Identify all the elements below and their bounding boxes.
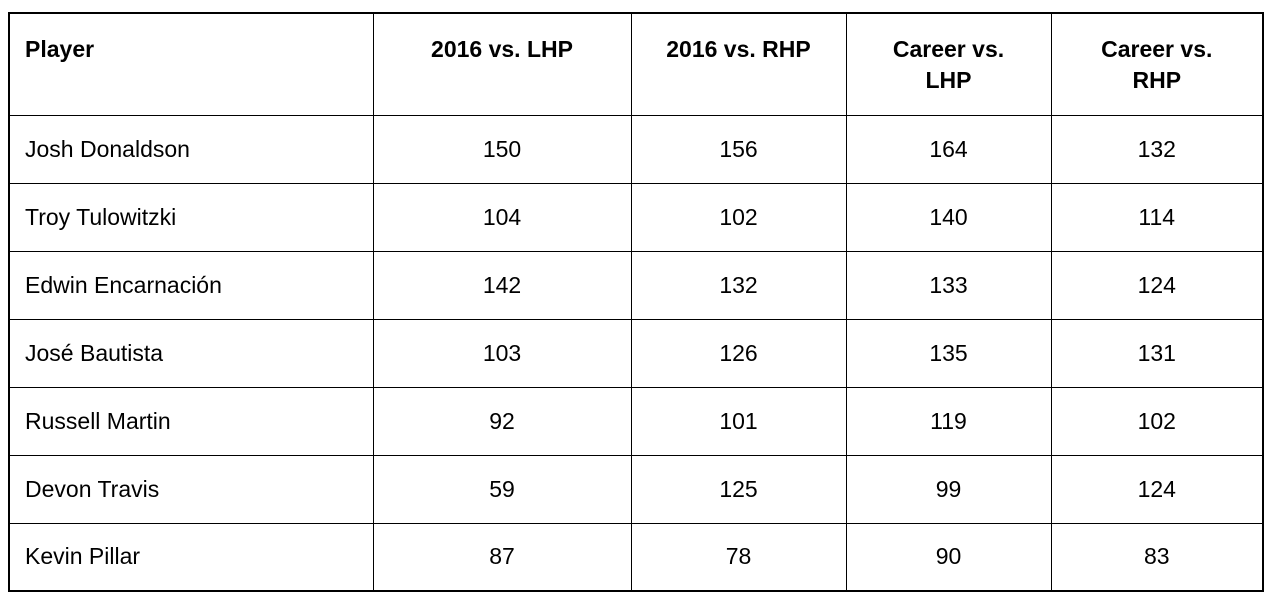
stat-cell: 126 [630, 318, 847, 388]
player-name-cell: Kevin Pillar [8, 522, 374, 592]
stat-cell: 132 [630, 250, 847, 320]
table-header-row: Player 2016 vs. LHP 2016 vs. RHP Career … [8, 12, 1264, 116]
stat-cell: 78 [630, 522, 847, 592]
stat-cell: 83 [1050, 522, 1264, 592]
column-header-2016-vs-lhp: 2016 vs. LHP [372, 12, 632, 116]
table-row: Kevin Pillar 87 78 90 83 [8, 522, 1264, 592]
stat-cell: 131 [1050, 318, 1264, 388]
stat-cell: 87 [372, 522, 632, 592]
stat-cell: 59 [372, 454, 632, 524]
stat-cell: 132 [1050, 114, 1264, 184]
stat-cell: 124 [1050, 454, 1264, 524]
player-name-cell: José Bautista [8, 318, 374, 388]
stat-cell: 133 [845, 250, 1052, 320]
stat-cell: 135 [845, 318, 1052, 388]
column-header-player: Player [8, 12, 374, 116]
stat-cell: 156 [630, 114, 847, 184]
table-row: Edwin Encarnación 142 132 133 124 [8, 250, 1264, 320]
player-name-cell: Josh Donaldson [8, 114, 374, 184]
column-header-career-vs-lhp: Career vs. LHP [845, 12, 1052, 116]
stat-cell: 92 [372, 386, 632, 456]
player-name-cell: Devon Travis [8, 454, 374, 524]
stat-cell: 114 [1050, 182, 1264, 252]
table-row: Russell Martin 92 101 119 102 [8, 386, 1264, 456]
stat-cell: 102 [1050, 386, 1264, 456]
stat-cell: 150 [372, 114, 632, 184]
stat-cell: 140 [845, 182, 1052, 252]
column-header-career-vs-rhp: Career vs. RHP [1050, 12, 1264, 116]
table-row: Troy Tulowitzki 104 102 140 114 [8, 182, 1264, 252]
stat-cell: 99 [845, 454, 1052, 524]
stat-cell: 119 [845, 386, 1052, 456]
column-header-2016-vs-rhp: 2016 vs. RHP [630, 12, 847, 116]
stat-cell: 125 [630, 454, 847, 524]
table-row: Devon Travis 59 125 99 124 [8, 454, 1264, 524]
stat-cell: 103 [372, 318, 632, 388]
stat-cell: 142 [372, 250, 632, 320]
player-name-cell: Russell Martin [8, 386, 374, 456]
stat-cell: 101 [630, 386, 847, 456]
player-name-cell: Edwin Encarnación [8, 250, 374, 320]
player-name-cell: Troy Tulowitzki [8, 182, 374, 252]
stat-cell: 164 [845, 114, 1052, 184]
stat-cell: 104 [372, 182, 632, 252]
stat-cell: 124 [1050, 250, 1264, 320]
stats-table: Player 2016 vs. LHP 2016 vs. RHP Career … [8, 12, 1264, 592]
table-row: José Bautista 103 126 135 131 [8, 318, 1264, 388]
stat-cell: 102 [630, 182, 847, 252]
stat-cell: 90 [845, 522, 1052, 592]
table-row: Josh Donaldson 150 156 164 132 [8, 114, 1264, 184]
